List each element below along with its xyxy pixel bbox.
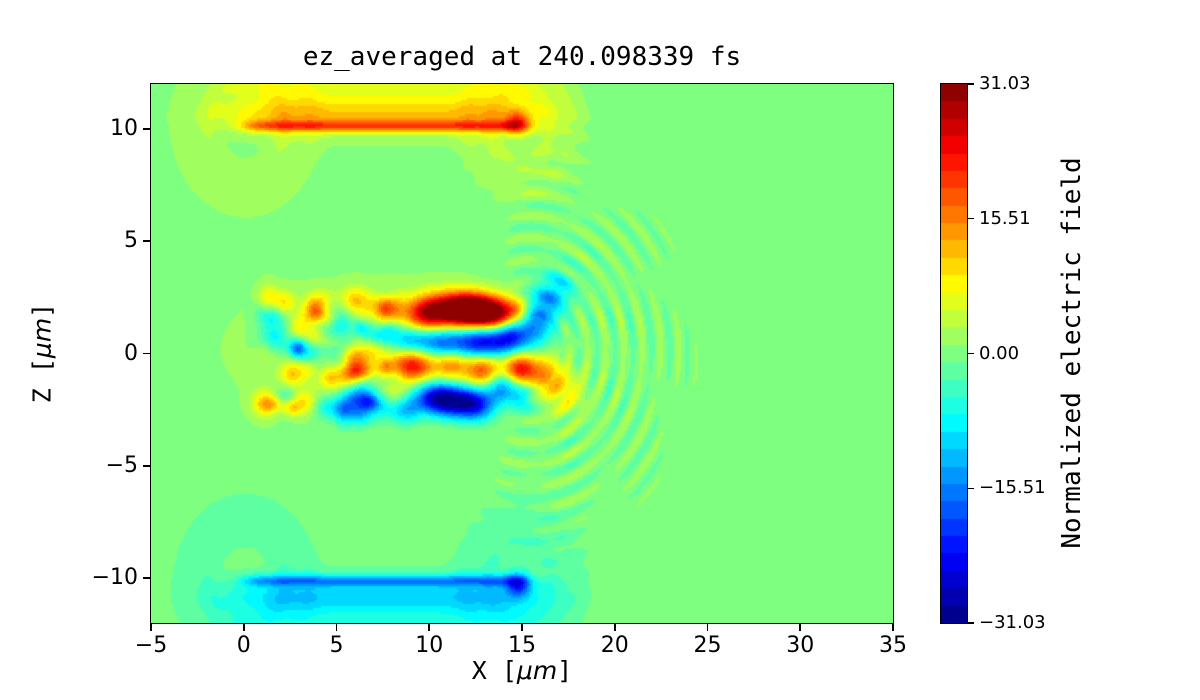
x-tick xyxy=(799,623,802,631)
y-tick xyxy=(143,128,151,130)
colorbar-tick xyxy=(967,487,974,489)
colorbar-tick xyxy=(967,352,974,355)
x-tick-label: 10 xyxy=(415,633,444,658)
y-tick-label: 5 xyxy=(124,228,138,254)
x-tick-label: 5 xyxy=(329,633,344,658)
x-tick-label: 25 xyxy=(693,633,722,658)
x-tick-label: 15 xyxy=(508,633,536,658)
x-tick xyxy=(521,623,523,631)
y-axis-label-bracket: ] xyxy=(27,302,57,318)
y-axis-label: Z [μm] xyxy=(27,302,57,404)
y-axis-label-unit: μm xyxy=(27,317,57,359)
x-axis-label: X [μm] xyxy=(472,658,572,683)
x-tick-label: 0 xyxy=(236,633,251,658)
x-axis-label-unit: μm xyxy=(516,656,558,685)
colorbar-tick-label: 0.00 xyxy=(979,342,1020,364)
x-tick xyxy=(428,623,431,631)
x-axis-label-bracket: ] xyxy=(557,656,573,685)
y-tick xyxy=(143,577,151,579)
y-tick xyxy=(143,464,151,467)
colorbar-label: Normalized electric field xyxy=(1057,157,1087,549)
colorbar-tick xyxy=(967,83,974,85)
x-axis-label-text: X [ xyxy=(471,656,517,685)
x-tick xyxy=(613,623,616,631)
y-tick-label: 10 xyxy=(110,115,138,141)
x-tick xyxy=(150,623,152,631)
colorbar-tick-label: −15.51 xyxy=(979,477,1046,499)
x-tick-label: 35 xyxy=(879,633,907,658)
y-tick-label: −10 xyxy=(91,565,138,591)
plot-title: ez_averaged at 240.098339 fs xyxy=(302,42,742,72)
y-tick xyxy=(143,240,151,242)
x-tick-label: 20 xyxy=(600,633,629,658)
x-tick xyxy=(335,623,338,631)
colorbar-tick xyxy=(967,218,974,220)
x-tick xyxy=(892,623,894,631)
y-axis-label-text: Z [ xyxy=(27,358,57,404)
y-tick-label: −5 xyxy=(105,452,138,478)
x-tick-label: 30 xyxy=(786,633,815,658)
heatmap-canvas xyxy=(150,83,894,624)
y-tick xyxy=(143,352,151,355)
x-tick xyxy=(706,623,709,631)
colorbar-tick-label: 31.03 xyxy=(979,73,1031,94)
y-tick-label: 0 xyxy=(124,340,138,366)
colorbar-canvas xyxy=(940,83,968,624)
colorbar-tick xyxy=(967,622,974,624)
x-tick xyxy=(242,623,245,631)
x-tick-label: −5 xyxy=(134,633,168,658)
colorbar-tick-label: −31.03 xyxy=(979,612,1046,633)
colorbar-tick-label: 15.51 xyxy=(979,207,1031,229)
